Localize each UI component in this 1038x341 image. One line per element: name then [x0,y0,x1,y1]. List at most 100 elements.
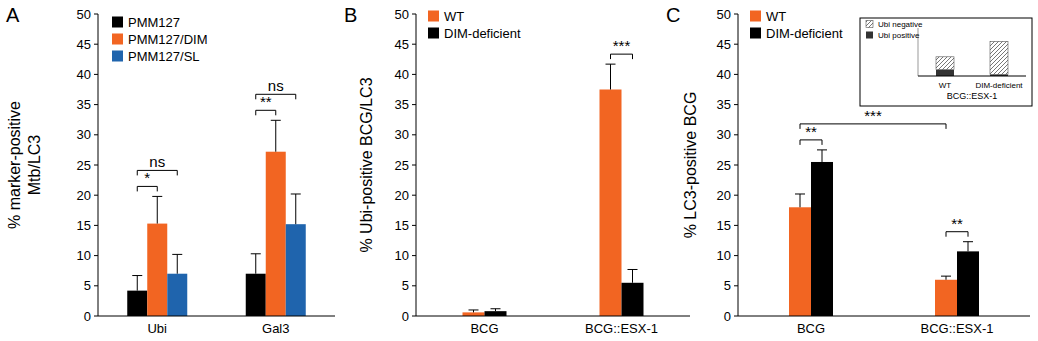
legend: WTDIM-deficient [750,9,843,41]
legend-swatch [750,28,761,39]
y-tick [94,165,98,166]
annotations: *** [611,37,633,59]
bar [147,224,167,316]
error-bar [132,276,142,291]
x-axis [918,76,1026,77]
significance-bracket [137,186,157,191]
y-tick [412,195,416,196]
legend-swatch [428,11,439,22]
y-tick-label: 50 [77,7,91,22]
x-axis-label: BCG::ESX-1 [947,91,998,101]
y-tick [94,134,98,135]
x-axis [738,316,1030,317]
x-tick-label: BCG [470,321,498,336]
legend-swatch [866,32,873,39]
y-tick-label: 0 [84,309,91,324]
y-tick [734,225,738,226]
x-tick-label: Gal3 [262,321,289,336]
y-tick-label: 5 [724,278,731,293]
legend-swatch [750,11,761,22]
bar [957,251,979,316]
y-axis-label: Mtb/LC3 [26,135,43,196]
significance-label: * [144,169,150,186]
y-tick-label: 50 [717,7,731,22]
bar [811,162,833,316]
y-tick [734,316,738,317]
y-tick [94,255,98,256]
error-bar [628,269,638,282]
y-tick-label: 0 [402,309,409,324]
legend-label: Ubi positive [878,31,920,40]
y-tick-label: 30 [77,127,91,142]
significance-bracket [946,232,968,237]
legend-swatch [866,21,873,28]
error-bar [795,194,805,207]
y-tick-label: 20 [77,188,91,203]
significance-bracket [256,110,276,115]
x-axis [416,316,690,317]
significance-label: ** [805,123,817,140]
y-tick [94,285,98,286]
y-tick [412,74,416,75]
significance-label: ns [268,77,284,94]
annotations: ******* [800,107,968,237]
y-tick-label: 45 [717,37,731,52]
error-bar [469,310,479,312]
error-bar [251,254,261,274]
error-bar [941,276,951,280]
y-tick-label: 50 [395,7,409,22]
y-tick [734,104,738,105]
bar [936,70,954,76]
y-tick [734,195,738,196]
y-tick [734,44,738,45]
y-axis-label: % Ubi-positive BCG/LC3 [358,77,375,252]
y-axis-label: % marker-positive [6,101,23,229]
y-tick-label: 5 [402,278,409,293]
bar [600,90,622,317]
bar [167,274,187,316]
bar [127,291,147,316]
axes: 05101520253035404550BCGBCG::ESX-1 [395,7,690,336]
significance-label: *** [864,107,882,124]
marks [936,41,1008,76]
error-bar [271,120,281,151]
x-axis [98,316,335,317]
legend: WTDIM-deficient [428,9,521,41]
significance-bracket [256,94,296,99]
panel-letter: A [6,4,20,26]
panel: WTDIM-deficientBCG::ESX-1Ubi negativeUbi… [860,18,1032,106]
bar [266,152,286,316]
x-tick-label: BCG::ESX-1 [921,321,994,336]
y-tick-label: 45 [395,37,409,52]
legend-label: PMM127/SL [128,49,200,64]
marks [127,120,306,316]
y-tick [734,74,738,75]
legend-swatch [112,34,123,45]
y-tick-label: 0 [724,309,731,324]
y-tick-label: 25 [77,158,91,173]
bar [246,274,266,316]
bar [485,311,507,316]
legend-label: DIM-deficient [444,26,521,41]
y-tick [412,225,416,226]
significance-bracket [800,124,946,129]
legend-label: PMM127 [128,15,180,30]
bar [990,41,1008,74]
y-tick-label: 40 [395,67,409,82]
error-bar [491,309,501,311]
y-tick [734,134,738,135]
y-tick [412,14,416,15]
y-tick [734,165,738,166]
y-tick-label: 15 [77,218,91,233]
y-tick [94,14,98,15]
y-tick [734,255,738,256]
significance-bracket [137,170,177,175]
y-tick-label: 40 [77,67,91,82]
x-tick-label: BCG::ESX-1 [585,321,658,336]
y-tick [734,14,738,15]
y-tick [412,255,416,256]
error-bar [172,254,182,273]
panel-letter: C [666,4,680,26]
legend-label: PMM127/DIM [128,32,207,47]
y-tick-label: 20 [395,188,409,203]
